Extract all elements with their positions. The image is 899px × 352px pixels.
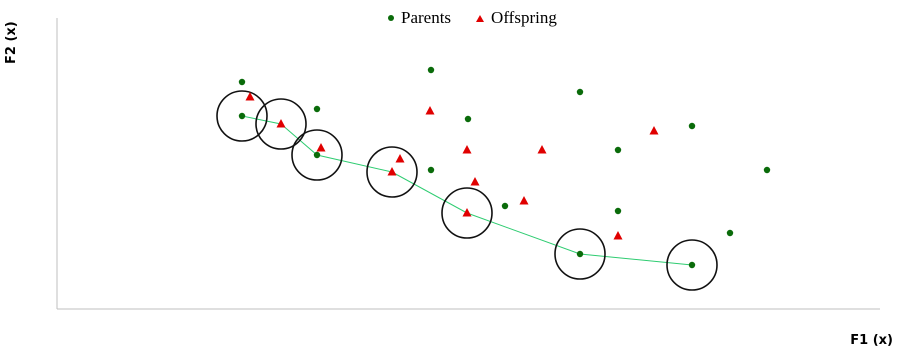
- offspring-point: [395, 154, 405, 163]
- offspring-point: [316, 143, 326, 152]
- parent-point: [313, 105, 321, 113]
- parent-point: [688, 261, 696, 269]
- legend-parents-label: Parents: [401, 8, 452, 27]
- offspring-point: [462, 145, 472, 154]
- parent-point: [688, 122, 696, 130]
- parent-point: [763, 166, 771, 174]
- selection-circle: [366, 146, 418, 198]
- parent-point: [238, 112, 246, 120]
- selection-circle: [554, 228, 606, 280]
- offspring-point: [425, 106, 435, 115]
- legend: Parents Offspring: [387, 8, 575, 28]
- selection-circle: [441, 187, 493, 239]
- parent-point: [576, 88, 584, 96]
- parent-point: [238, 78, 246, 86]
- legend-item-offspring: Offspring: [475, 8, 557, 28]
- selection-circle: [216, 90, 268, 142]
- parent-point: [614, 207, 622, 215]
- offspring-point: [245, 92, 255, 101]
- offspring-point: [537, 145, 547, 154]
- parent-point: [464, 115, 472, 123]
- parent-point: [501, 202, 509, 210]
- parent-point: [313, 151, 321, 159]
- legend-item-parents: Parents: [387, 8, 451, 28]
- offspring-point: [519, 196, 529, 205]
- parent-point: [427, 166, 435, 174]
- offspring-point: [649, 126, 659, 135]
- chart-marks: [238, 66, 771, 269]
- parent-point: [726, 229, 734, 237]
- offspring-point: [470, 177, 480, 186]
- y-axis-label: F2 (x): [4, 21, 19, 64]
- offspring-point: [276, 119, 286, 128]
- selection-circles: [216, 90, 718, 291]
- parent-point: [576, 250, 584, 258]
- legend-parents-marker: [388, 15, 394, 21]
- axes: [56, 18, 880, 310]
- parent-point: [614, 146, 622, 154]
- offspring-point: [462, 208, 472, 217]
- legend-offspring-marker: [476, 14, 485, 22]
- legend-offspring-label: Offspring: [491, 8, 557, 27]
- selection-circle: [666, 239, 718, 291]
- selection-circle: [291, 129, 343, 181]
- parent-point: [427, 66, 435, 74]
- offspring-point: [387, 167, 397, 176]
- x-axis-label: F1 (x): [850, 333, 893, 348]
- front-polyline: [241, 115, 693, 266]
- pareto-front-line: [241, 115, 693, 266]
- selection-circle: [255, 98, 307, 150]
- offspring-point: [613, 231, 623, 240]
